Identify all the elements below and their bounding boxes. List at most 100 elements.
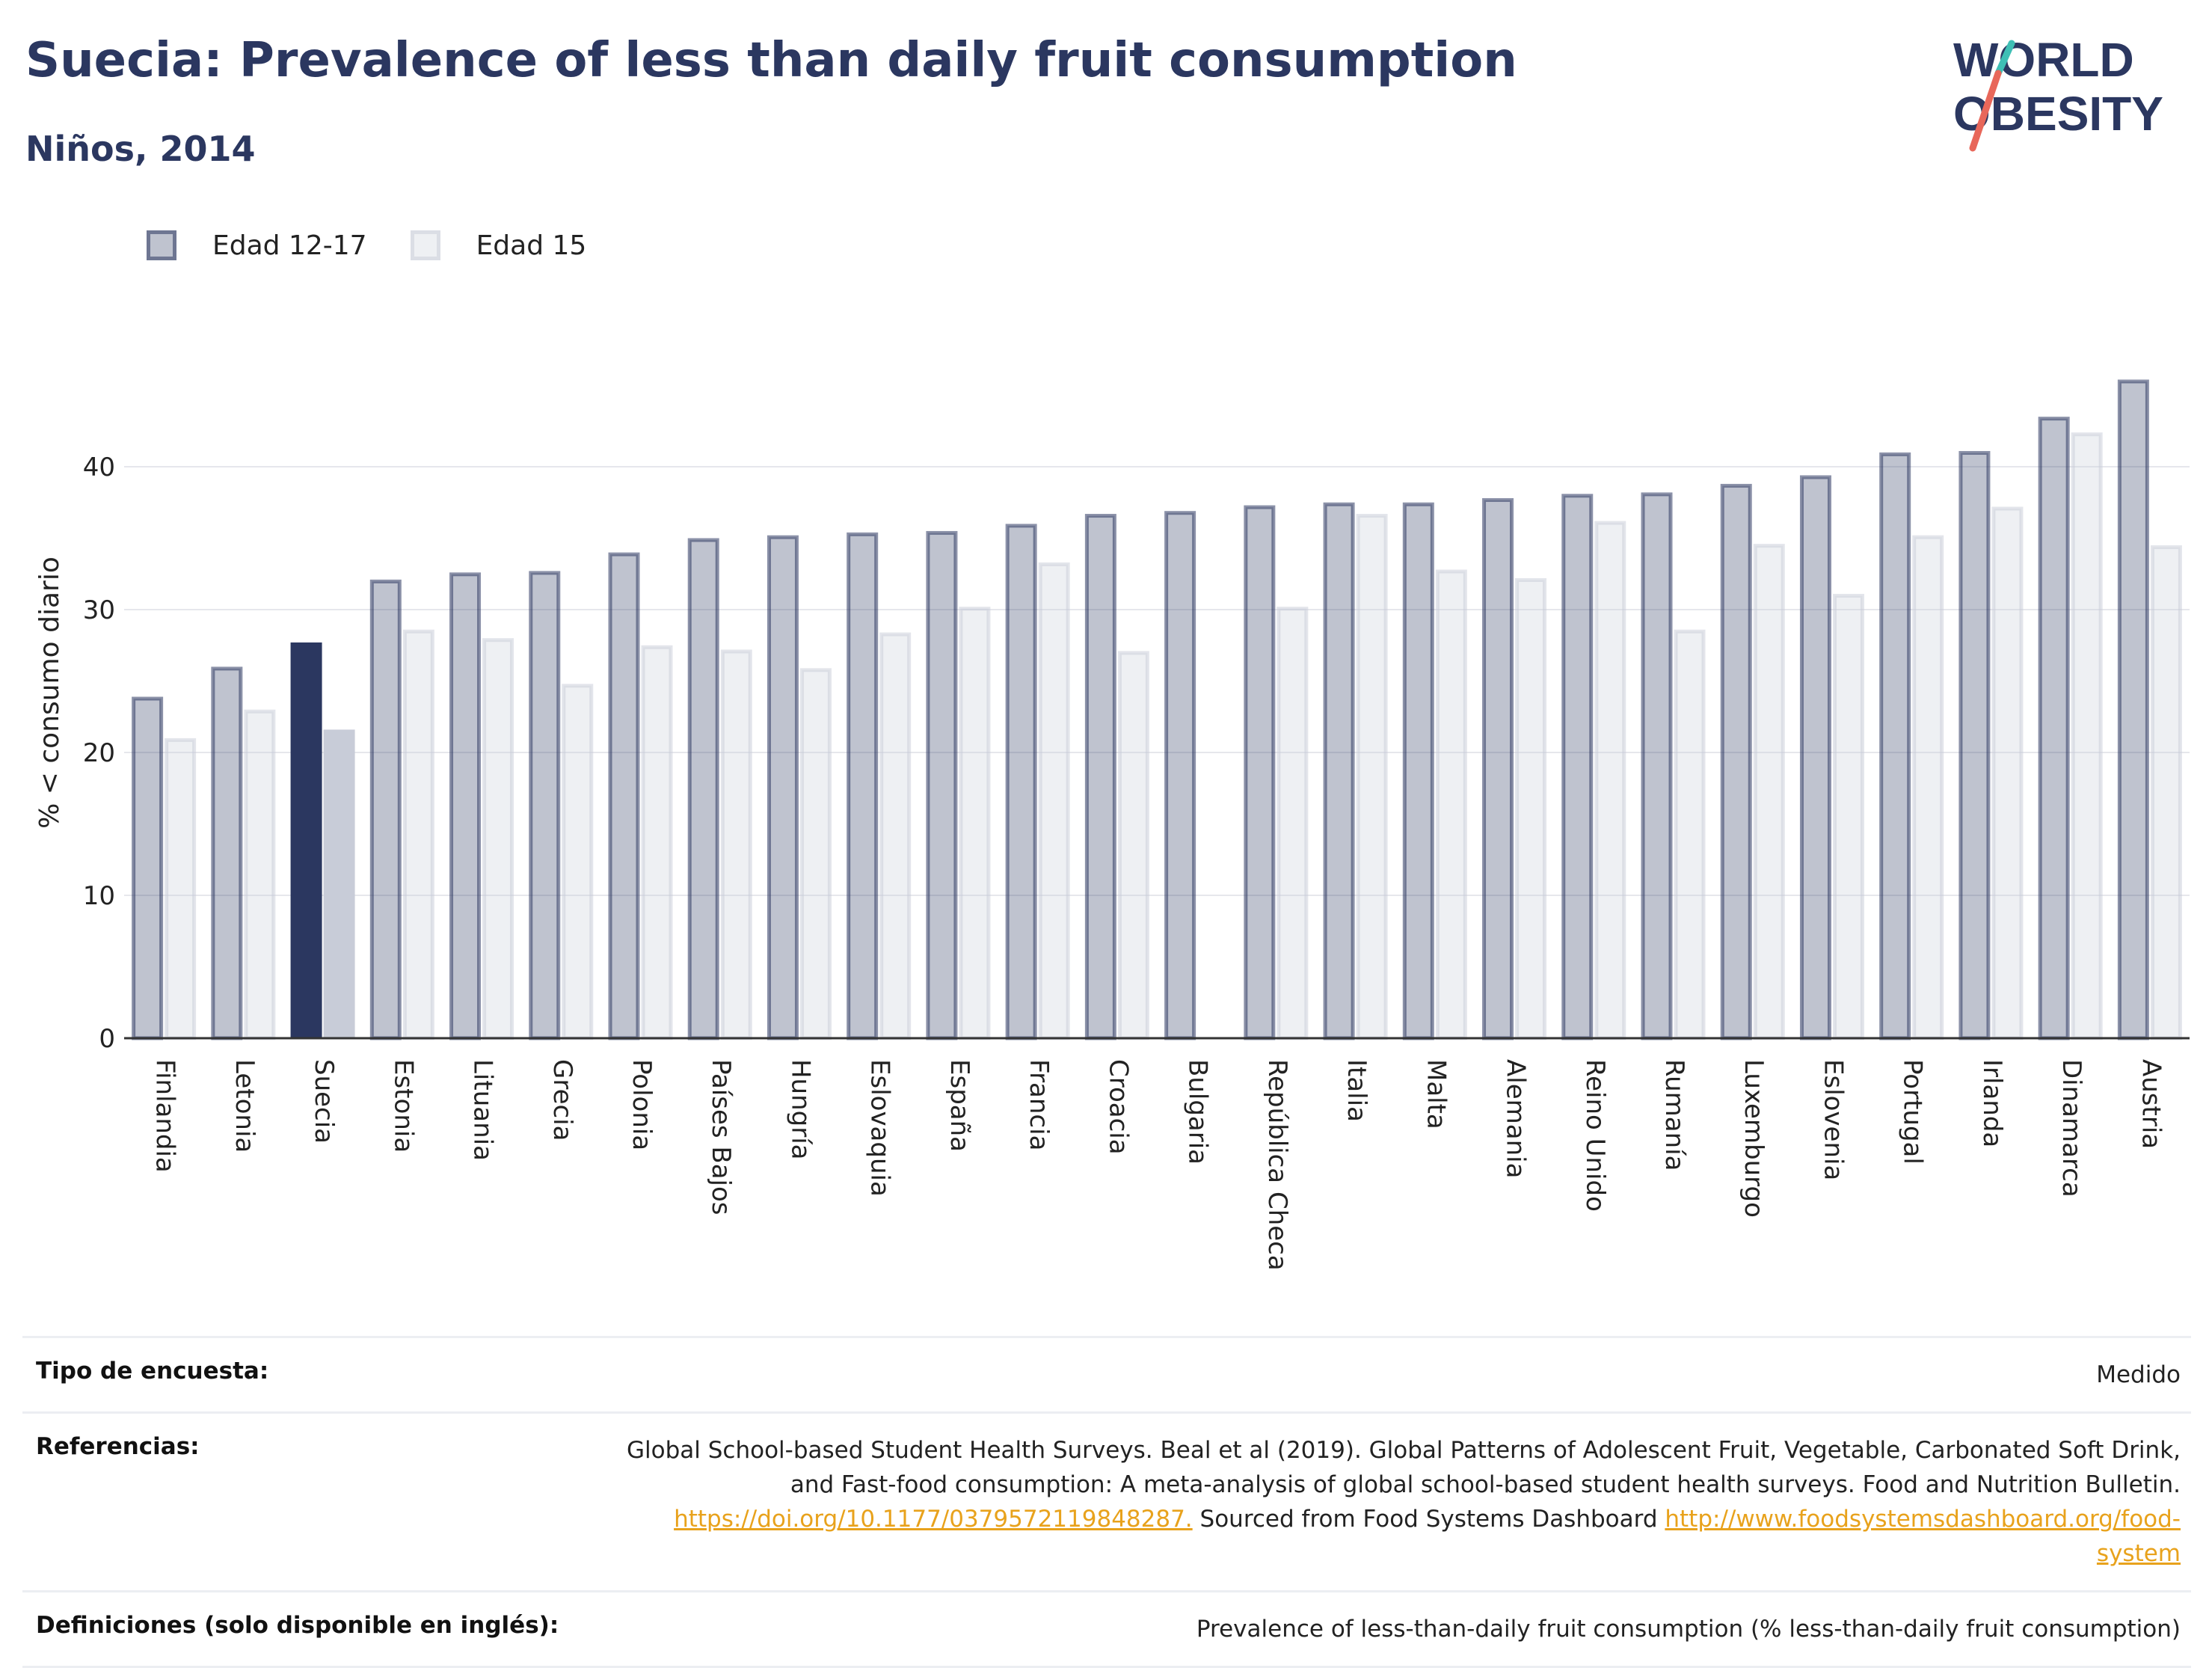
bar-series2 <box>323 729 355 1038</box>
x-tick-label: Rumanía <box>1659 1059 1689 1171</box>
x-tick-label: Hungría <box>785 1059 815 1160</box>
bar-chart: 0 10 20 30 40 % < consumo diario Finlandia Leto… <box>34 379 2190 1271</box>
doi-link[interactable]: https://doi.org/10.1177/0379572119848287… <box>674 1506 1193 1533</box>
bar-series1 <box>608 552 640 1040</box>
x-tick-label: Reino Unido <box>1580 1059 1610 1212</box>
references-label: Referencias: <box>36 1433 200 1460</box>
bar-series1 <box>290 642 322 1038</box>
x-tick-label: Bulgaria <box>1183 1059 1213 1165</box>
x-tick-label: Lituania <box>468 1059 498 1161</box>
y-tick-label: 0 <box>99 1024 115 1054</box>
references-row: Referencias: Global School-based Student… <box>22 1411 2191 1590</box>
y-tick-label: 40 <box>83 453 115 482</box>
y-axis-title: % < consumo diario <box>34 556 65 829</box>
bar-series2 <box>165 738 197 1040</box>
x-tick-label: República Checa <box>1262 1059 1292 1271</box>
bar-series1 <box>1958 450 1991 1040</box>
bar-series2 <box>482 638 514 1040</box>
x-tick-label: Luxemburgo <box>1739 1059 1769 1218</box>
logo-line1: WORLD <box>1953 33 2134 87</box>
chart-legend: Edad 12-17 Edad 15 <box>147 223 630 268</box>
y-tick-label: 20 <box>83 738 115 768</box>
bar-series1 <box>766 535 799 1040</box>
bar-series1 <box>1482 498 1514 1040</box>
y-tick-label: 30 <box>83 595 115 625</box>
bar-series2 <box>1912 535 1944 1040</box>
chart-subtitle: Niños, 2014 <box>25 129 256 169</box>
x-tick-label: Letonia <box>230 1059 259 1153</box>
bar-series1 <box>132 696 164 1040</box>
bar-series2 <box>1435 569 1467 1040</box>
bar-series2 <box>1594 521 1626 1040</box>
info-table: Tipo de encuesta: Medido Referencias: Gl… <box>22 1336 2191 1668</box>
legend-label-series2: Edad 15 <box>476 230 587 261</box>
bar-series1 <box>1641 492 1673 1040</box>
x-tick-label: Eslovenia <box>1818 1059 1848 1180</box>
world-obesity-logo: WORLD OBESITY <box>1953 33 2163 152</box>
survey-type-label: Tipo de encuesta: <box>36 1358 269 1385</box>
x-tick-label: Portugal <box>1898 1059 1928 1165</box>
bar-series2 <box>244 709 276 1040</box>
references-value: Global School-based Student Health Surve… <box>627 1433 2181 1571</box>
x-tick-label: Dinamarca <box>2056 1059 2086 1198</box>
dashboard-link-part2[interactable]: system <box>2096 1540 2181 1567</box>
bar-series2 <box>879 632 912 1040</box>
definitions-label: Definiciones (solo disponible en inglés)… <box>36 1612 559 1639</box>
bar-series2 <box>562 684 594 1040</box>
references-text-1: Global School-based Student Health Surve… <box>627 1437 2181 1464</box>
legend-item-series1[interactable]: Edad 12-17 <box>147 230 367 261</box>
x-tick-label: Malta <box>1421 1059 1451 1129</box>
x-tick-label: Irlanda <box>1977 1059 2007 1147</box>
bar-series1 <box>2038 417 2070 1040</box>
x-tick-label: Estonia <box>388 1059 418 1153</box>
bar-series2 <box>1038 562 1070 1040</box>
bar-series1 <box>2117 379 2149 1040</box>
x-tick-label: Eslovaquia <box>865 1059 895 1197</box>
bar-series1 <box>1005 524 1037 1040</box>
references-text-2: and Fast-food consumption: A meta-analys… <box>790 1471 2181 1498</box>
definitions-row: Definiciones (solo disponible en inglés)… <box>22 1590 2191 1668</box>
bar-series2 <box>2071 432 2103 1040</box>
bar-series2 <box>1832 593 1864 1040</box>
x-tick-label: Austria <box>2136 1059 2166 1149</box>
bar-series1 <box>1720 483 1752 1040</box>
bar-series2 <box>2150 545 2182 1040</box>
bar-series2 <box>1117 651 1149 1040</box>
bar-series2 <box>402 629 434 1040</box>
x-tick-label: España <box>944 1059 974 1152</box>
references-text-3: Sourced from Food Systems Dashboard <box>1192 1506 1665 1533</box>
bar-series1 <box>687 538 719 1040</box>
bar-series1 <box>449 572 482 1040</box>
x-tick-label: Italia <box>1342 1059 1371 1122</box>
x-tick-label: Polonia <box>627 1059 657 1150</box>
legend-item-series2[interactable]: Edad 15 <box>410 230 587 261</box>
bar-series1 <box>1084 514 1116 1040</box>
bar-series2 <box>1276 607 1309 1040</box>
bar-series1 <box>211 666 243 1040</box>
survey-type-value: Medido <box>2096 1361 2181 1388</box>
x-tick-label: Países Bajos <box>706 1059 736 1215</box>
y-tick-label: 10 <box>83 881 115 911</box>
bar-series1 <box>1323 502 1355 1040</box>
bar-series2 <box>1674 629 1706 1040</box>
bar-series2 <box>641 645 673 1040</box>
bar-series2 <box>1356 514 1388 1040</box>
bar-series2 <box>799 668 832 1040</box>
bar-series2 <box>1991 506 2024 1040</box>
bar-series2 <box>720 649 752 1040</box>
bar-series1 <box>1164 511 1196 1040</box>
legend-swatch-series2 <box>410 230 440 260</box>
bar-series2 <box>1753 544 1785 1040</box>
bar-series1 <box>1402 502 1434 1040</box>
bar-series1 <box>1561 494 1594 1040</box>
legend-label-series1: Edad 12-17 <box>212 230 367 261</box>
x-tick-label: Finlandia <box>150 1059 180 1173</box>
x-tick-label: Croacia <box>1103 1059 1133 1155</box>
bar-series1 <box>926 530 958 1040</box>
bar-series1 <box>529 571 561 1040</box>
x-tick-label: Suecia <box>309 1059 339 1144</box>
bar-series2 <box>959 607 991 1040</box>
bar-series1 <box>847 532 879 1040</box>
dashboard-link-part1[interactable]: http://www.foodsystemsdashboard.org/food… <box>1665 1506 2181 1533</box>
x-tick-label: Francia <box>1024 1059 1054 1150</box>
